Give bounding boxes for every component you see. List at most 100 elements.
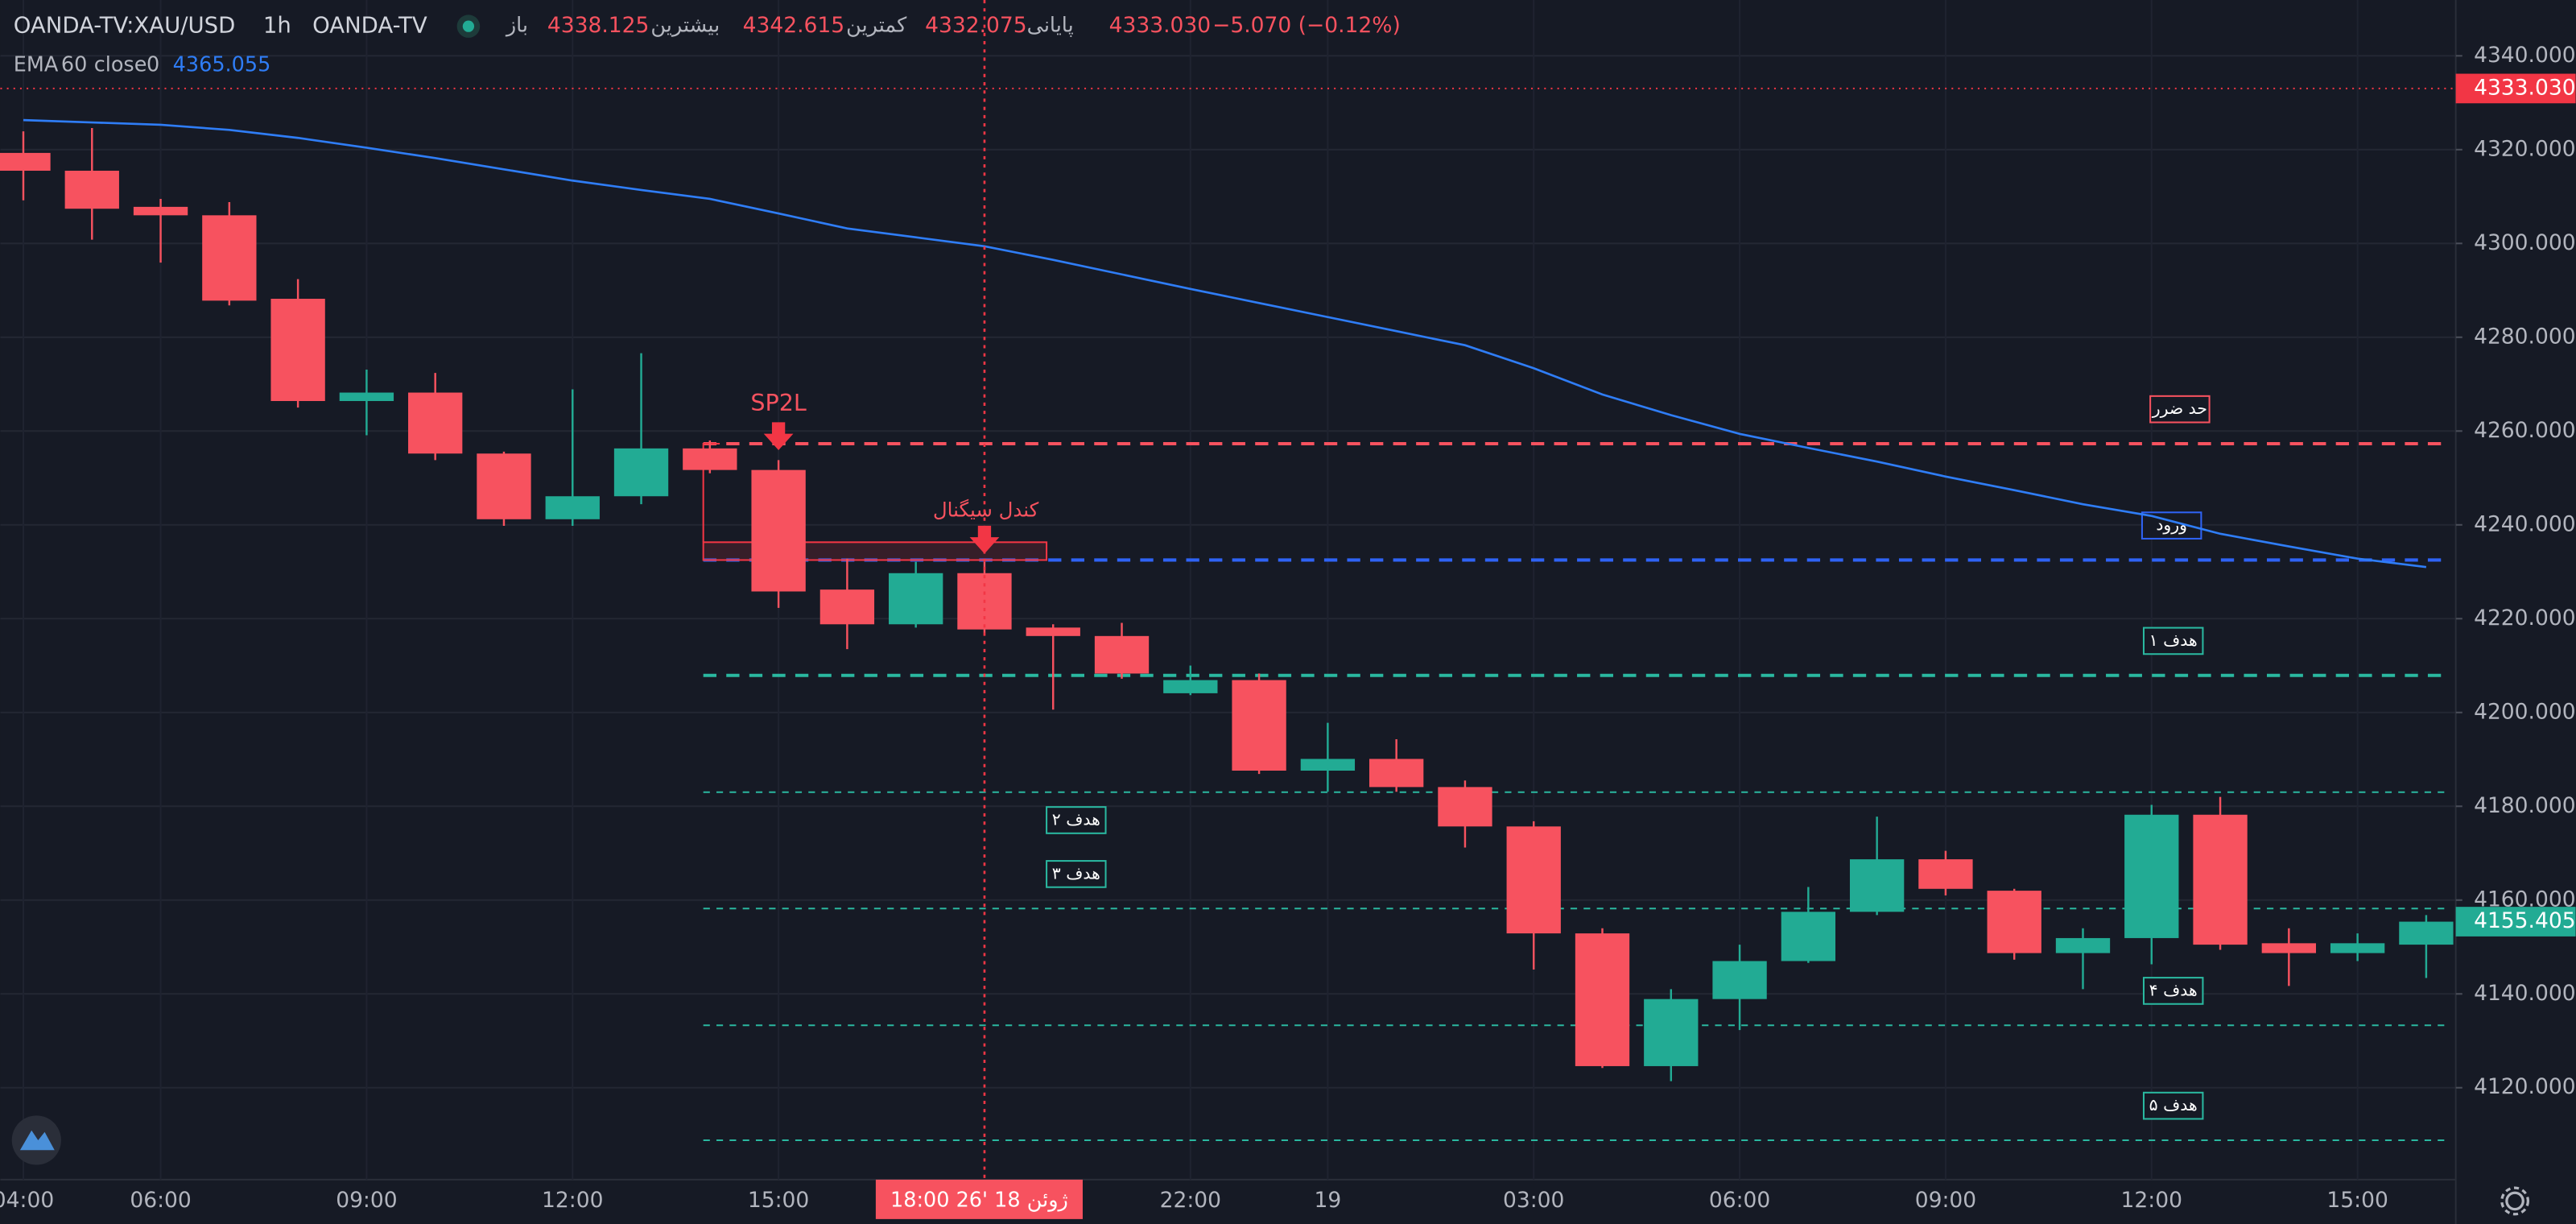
x-tick-label: 04:00: [0, 1188, 54, 1213]
settings-icon[interactable]: [2500, 1186, 2530, 1216]
y-tick-label: 4280.000: [2474, 324, 2576, 349]
y-tick-label: 4260.000: [2474, 418, 2576, 443]
annotation-arrow: [763, 422, 794, 451]
source: OANDA-TV: [312, 13, 427, 39]
level-label: هدف ۴: [2149, 980, 2198, 999]
candle-body: [1300, 759, 1356, 771]
x-tick-label: 03:00: [1503, 1188, 1564, 1213]
status-dot: [462, 20, 475, 32]
candle-body: [1712, 961, 1767, 999]
y-tick-label: 4220.000: [2474, 606, 2576, 631]
level-label-box: [1046, 806, 1107, 834]
candle-body: [613, 448, 669, 497]
x-tick-label: 12:00: [542, 1188, 603, 1213]
price-tag-label: 4155.405: [2474, 908, 2576, 933]
candle-body: [2193, 814, 2248, 945]
y-tick-label: 4300.000: [2474, 230, 2576, 255]
indicator-length: 60: [61, 53, 87, 77]
level-label: هدف ۱: [2149, 631, 2198, 650]
x-tick-label: 12:00: [2121, 1188, 2182, 1213]
ohlc-value: 4338.125: [547, 13, 650, 38]
candle-body: [2055, 937, 2111, 953]
change: −5.070 (−0.12%): [1212, 13, 1401, 38]
candle-body: [1026, 627, 1080, 636]
logo[interactable]: [11, 1115, 61, 1165]
settings-icon[interactable]: [2505, 1191, 2524, 1211]
overlay: OANDA-TV:XAU/USD 1h OANDA-TV −5.070 (−0.…: [0, 13, 2576, 1219]
candle-body: [133, 206, 188, 216]
candle-body: [1849, 859, 1905, 912]
bracket: [702, 442, 720, 543]
candle-body: [408, 392, 463, 454]
candle-body: [683, 448, 737, 470]
level-label-box: [1046, 860, 1107, 888]
price-tag: [2455, 73, 2576, 104]
candle-body: [1781, 912, 1836, 961]
ohlc-value: 4333.030: [1109, 13, 1212, 38]
level-label: هدف ۵: [2149, 1095, 2198, 1114]
ohlc-value: 4332.075: [925, 13, 1027, 38]
candle-body: [64, 171, 119, 209]
symbol: OANDA-TV:XAU/USD: [14, 13, 236, 39]
candle-body: [2399, 921, 2454, 945]
candle-body: [1506, 826, 1561, 934]
x-tick-label: 15:00: [2326, 1188, 2388, 1213]
candle-body: [1575, 933, 1630, 1066]
y-tick-label: 4240.000: [2474, 511, 2576, 536]
level-label-box: [2149, 395, 2211, 424]
candle-body: [202, 215, 257, 301]
ohlc-label: بیشترین: [650, 14, 720, 38]
candle-body: [2261, 943, 2317, 953]
candle-body: [545, 496, 600, 519]
level-label-box: [2142, 626, 2204, 655]
annotation: SP2L: [750, 389, 806, 416]
candle-body: [1232, 680, 1286, 771]
price-tag-label: 4333.030: [2474, 75, 2576, 100]
y-tick-label: 4180.000: [2474, 793, 2576, 818]
x-tick-label: 09:00: [336, 1188, 397, 1213]
candle-body: [889, 573, 943, 625]
indicator-offset: 0: [147, 53, 159, 77]
ohlc-label: کمترین: [846, 14, 907, 38]
annotation: کندل سیگنال: [933, 498, 1039, 522]
ohlc-value: 4342.615: [743, 13, 845, 38]
annotation-arrow: [969, 525, 1000, 554]
level-label-box: [2142, 1091, 2204, 1120]
candle-body: [1368, 759, 1424, 788]
candle-body: [751, 469, 806, 592]
x-tick-label: 19: [1314, 1188, 1341, 1213]
y-tick-label: 4120.000: [2474, 1074, 2576, 1099]
level-label: حد ضرر: [2152, 399, 2207, 418]
interval: 1h: [263, 13, 291, 39]
candle-body: [819, 589, 875, 625]
indicator-name: EMA: [14, 53, 59, 77]
ema-line: [23, 118, 2427, 569]
price-tag: [2455, 907, 2576, 937]
crosshair-label: 18:00 26' ژوئن 18: [890, 1188, 1068, 1212]
candle-body: [270, 299, 325, 402]
x-tick-label: 06:00: [130, 1188, 191, 1213]
candle-body: [1163, 680, 1218, 693]
indicator-value: 4365.055: [173, 53, 271, 77]
x-tick-label: 22:00: [1160, 1188, 1221, 1213]
candle-body: [1094, 635, 1150, 674]
candle-body: [1918, 859, 1973, 889]
candle-body: [2124, 814, 2179, 938]
crosshair-label-box: [875, 1179, 1083, 1219]
x-tick-label: 09:00: [1915, 1188, 1976, 1213]
ohlc-label: پایانی: [1027, 14, 1074, 38]
candle-body: [2330, 943, 2385, 953]
x-tick-label: 15:00: [748, 1188, 809, 1213]
ohlc-label: باز: [505, 14, 528, 38]
settings[interactable]: [2500, 1186, 2530, 1216]
candle-body: [1644, 999, 1699, 1066]
x-tick-label: 06:00: [1709, 1188, 1770, 1213]
candle-body: [0, 152, 51, 172]
level-label-box: [2142, 977, 2204, 1005]
level-label: هدف ۳: [1052, 863, 1100, 883]
y-tick-label: 4320.000: [2474, 136, 2576, 161]
